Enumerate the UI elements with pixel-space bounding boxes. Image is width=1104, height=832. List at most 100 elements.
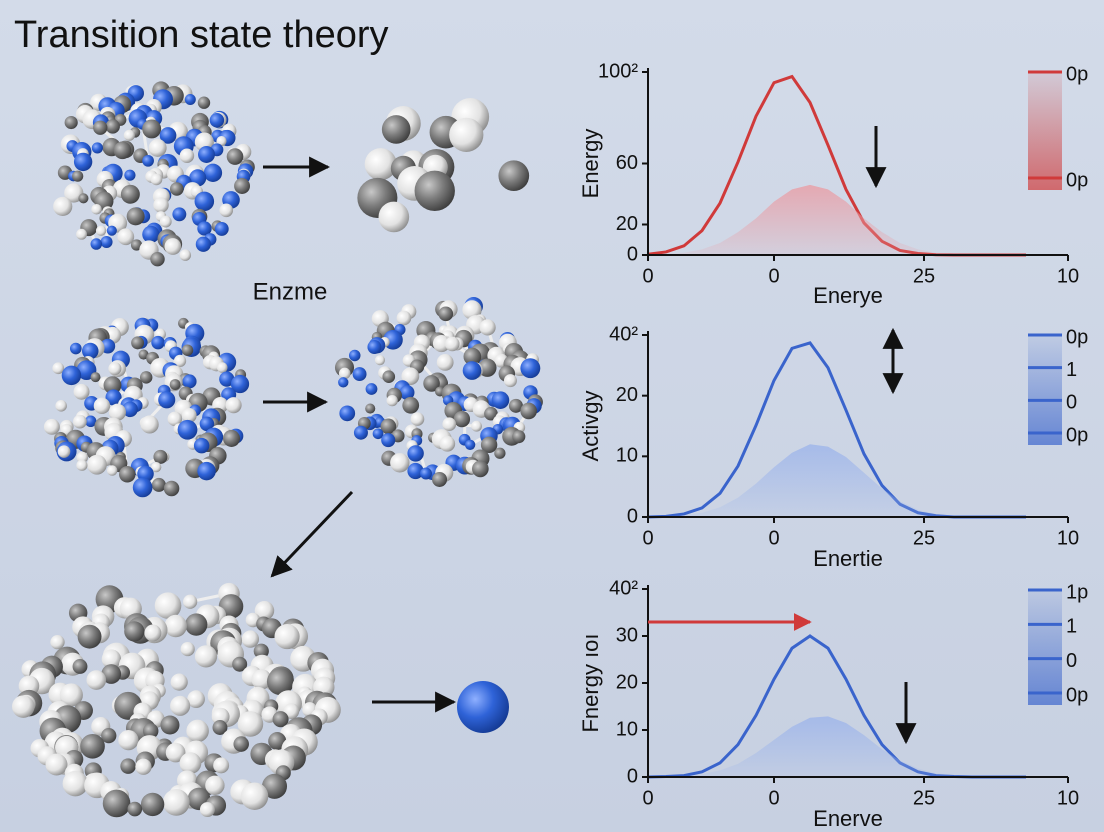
atom bbox=[150, 251, 165, 267]
atom bbox=[234, 178, 251, 194]
atom bbox=[158, 391, 176, 409]
y-tick-label: 10 bbox=[616, 445, 638, 467]
atom bbox=[118, 729, 139, 751]
atom bbox=[401, 367, 420, 386]
y-tick-label: 0 bbox=[627, 765, 638, 787]
atom bbox=[193, 437, 210, 454]
y-tick-label: 60 bbox=[616, 152, 638, 174]
atom bbox=[339, 405, 356, 422]
atom bbox=[432, 334, 451, 353]
atom bbox=[251, 669, 272, 690]
atom bbox=[444, 336, 460, 352]
atom bbox=[232, 656, 248, 672]
atom bbox=[194, 191, 215, 212]
x-tick-label: 0 bbox=[642, 787, 653, 809]
atom bbox=[113, 141, 132, 160]
area bbox=[648, 184, 1026, 255]
x-tick-label: 25 bbox=[913, 787, 935, 809]
atom bbox=[148, 138, 167, 157]
atom bbox=[151, 335, 165, 350]
atom bbox=[170, 182, 184, 196]
atom bbox=[338, 367, 351, 380]
atom bbox=[162, 789, 190, 816]
y-tick-label: 100² bbox=[598, 60, 638, 82]
atom bbox=[396, 310, 412, 326]
atom bbox=[73, 152, 93, 172]
atom bbox=[131, 336, 145, 350]
atom bbox=[81, 342, 99, 360]
atom bbox=[163, 480, 180, 497]
atom bbox=[372, 428, 384, 440]
atom bbox=[150, 173, 163, 186]
atom bbox=[462, 361, 482, 380]
atom bbox=[381, 433, 396, 448]
x-axis-label: Enerye bbox=[813, 283, 883, 308]
atom bbox=[195, 236, 211, 252]
x-axis-label: Enertie bbox=[813, 546, 883, 571]
atom bbox=[55, 400, 67, 412]
y-tick-label: 20 bbox=[616, 213, 638, 235]
atom bbox=[181, 407, 197, 423]
atom bbox=[194, 645, 218, 668]
atom bbox=[378, 201, 410, 233]
atom bbox=[105, 119, 120, 134]
atom bbox=[498, 160, 530, 192]
atom bbox=[216, 362, 228, 373]
atom bbox=[274, 624, 300, 650]
atom bbox=[142, 225, 160, 244]
atom bbox=[185, 613, 208, 636]
y-axis-label: Energy bbox=[578, 129, 603, 199]
x-tick-label: 10 bbox=[1057, 265, 1079, 287]
atom bbox=[86, 670, 107, 690]
atom bbox=[53, 196, 73, 217]
atom bbox=[167, 411, 183, 427]
atom bbox=[484, 406, 498, 421]
atom bbox=[203, 163, 223, 182]
atom bbox=[209, 113, 225, 128]
legend-label: 1 bbox=[1066, 359, 1077, 381]
atom bbox=[222, 429, 241, 447]
atom bbox=[12, 695, 35, 718]
x-tick-label: 25 bbox=[913, 527, 935, 549]
legend-label: 0p bbox=[1066, 63, 1088, 85]
atom bbox=[464, 439, 476, 451]
atom bbox=[177, 419, 198, 440]
atom bbox=[410, 412, 425, 426]
atom bbox=[170, 695, 191, 716]
atom bbox=[61, 365, 82, 386]
legend-box bbox=[1028, 335, 1062, 445]
atom bbox=[462, 300, 482, 320]
atom bbox=[226, 148, 244, 165]
legend-label: 1p bbox=[1066, 581, 1088, 603]
atom bbox=[169, 379, 181, 390]
atom bbox=[77, 624, 102, 649]
legend-label: 1 bbox=[1066, 616, 1077, 638]
atom bbox=[187, 690, 205, 708]
atom bbox=[449, 117, 484, 152]
atom bbox=[142, 119, 162, 139]
atom bbox=[132, 477, 153, 498]
atom bbox=[253, 643, 269, 659]
atom bbox=[198, 145, 215, 163]
atom bbox=[140, 792, 165, 817]
x-tick-label: 0 bbox=[768, 787, 779, 809]
atom bbox=[494, 447, 506, 459]
atom bbox=[153, 449, 168, 464]
atom bbox=[181, 344, 194, 356]
atom bbox=[180, 641, 195, 657]
atom bbox=[103, 376, 122, 395]
atom bbox=[106, 465, 118, 476]
atom bbox=[119, 465, 136, 483]
atom bbox=[140, 415, 159, 434]
atom bbox=[151, 477, 166, 492]
atom bbox=[102, 789, 131, 818]
atom bbox=[439, 435, 456, 452]
area bbox=[648, 716, 1026, 777]
atom bbox=[154, 592, 182, 619]
y-axis-label: Fnergy ıoı bbox=[578, 633, 603, 732]
